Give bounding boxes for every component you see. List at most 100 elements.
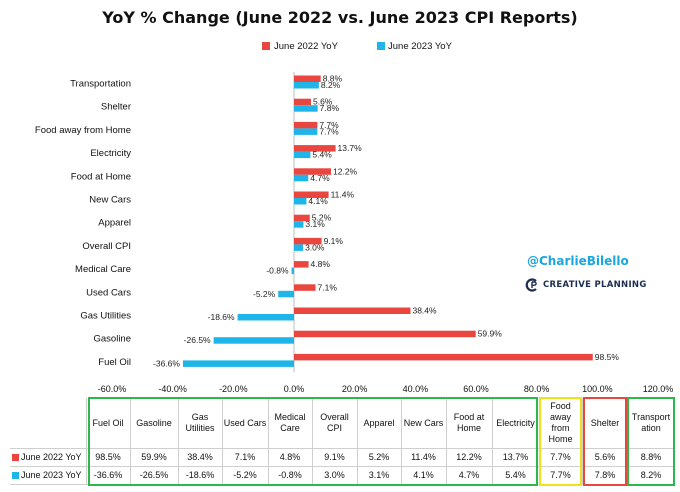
table-column-divider [268,398,269,484]
bar-chart: June 2022 YoY June 2023 YoY Transportation… [35,41,673,394]
table-row-label: June 2022 YoY [10,448,88,466]
category-label: Electricity [90,148,131,159]
bar [294,261,309,268]
category-label: Used Cars [86,287,131,298]
data-label: -0.8% [266,266,289,276]
table-cell: 4.8% [279,451,301,462]
bar [237,314,294,321]
table-column-divider [492,398,493,484]
table-cell: 9.1% [324,451,345,462]
bar [294,284,316,291]
table-cell: 11.4% [411,451,436,462]
table-row-divider [10,448,674,449]
bar [294,244,304,251]
category-label: Apparel [98,218,131,229]
legend-swatch-june-2022 [262,42,270,50]
data-label: -5.2% [253,289,276,299]
bar [294,75,321,82]
legend-label-june-2023: June 2023 YoY [388,41,453,52]
data-label: 8.2% [321,80,341,90]
bar [294,237,322,245]
bar [294,105,318,112]
bar [294,145,336,152]
table-row-divider [10,466,674,467]
data-label: 7.7% [319,126,339,136]
data-label: 4.7% [310,173,330,183]
table-cell: -26.5% [139,469,169,480]
table-header-cell: Medical Care [274,412,306,433]
brand-logo: CREATIVE PLANNING [525,278,647,292]
table-header-cell: New Cars [403,417,444,428]
table-header-cell: Electricity [496,417,535,428]
table-cell: 7.8% [594,469,616,480]
table-cell: 5.2% [368,451,390,462]
twitter-handle: @CharlieBilello [527,254,629,268]
legend-swatch-june-2023 [377,42,385,50]
table-cell: -18.6% [185,469,215,480]
x-tick-label: 80.0% [524,384,550,394]
table-cell: 3.0% [324,469,345,480]
table-cell: 98.5% [95,451,121,462]
x-tick-label: 20.0% [342,384,368,394]
category-label: Fuel Oil [98,357,131,368]
table-cell: -0.8% [278,469,302,480]
chart-title: YoY % Change (June 2022 vs. June 2023 CP… [102,8,578,27]
category-label: Food at Home [71,171,131,182]
data-label: -36.6% [153,358,180,368]
data-label: 5.4% [312,150,332,160]
bar [294,82,319,89]
category-label: Gasoline [94,334,132,345]
bar [294,214,310,222]
x-tick-label: -40.0% [158,384,187,394]
bar [213,337,294,344]
table-cell: 8.8% [640,451,662,462]
bar [294,128,318,135]
table-header-cell: Gasoline [136,417,172,428]
table-column-divider [401,398,402,484]
data-label: 5.2% [312,213,332,223]
data-label: 13.7% [338,143,363,153]
legend-label-june-2022: June 2022 YoY [274,41,339,52]
bar [294,353,593,361]
table-header-cell: Gas Utilities [185,412,215,433]
table-cell: -36.6% [93,469,123,480]
data-label: 4.1% [308,196,328,206]
bar [294,121,318,129]
table-header-cell: Shelter [590,417,620,428]
table-cell: 3.1% [368,469,390,480]
category-label: Shelter [101,102,131,113]
data-label: 5.6% [313,97,333,107]
data-label: 9.1% [324,236,344,246]
table-cell: -5.2% [233,469,257,480]
table-column-divider [86,398,87,484]
bar [294,191,329,198]
data-label: 7.8% [320,103,340,113]
table-header-cell: Fuel Oil [92,417,124,428]
data-label: 59.9% [478,329,503,339]
data-label: 4.8% [311,259,331,269]
table-cell: 5.6% [594,451,616,462]
table-cell: 13.7% [502,451,529,462]
bar [294,174,309,182]
data-label: 7.7% [319,120,339,130]
table-column-divider [357,398,358,484]
table-header-cell: Food away from Home [548,401,573,444]
x-tick-label: 100.0% [582,384,613,394]
table-cell: 7.7% [550,469,571,480]
bar [294,198,307,205]
bar [278,290,294,298]
x-tick-label: 40.0% [403,384,429,394]
brand-name: CREATIVE PLANNING [543,280,647,290]
bar [294,221,304,228]
data-label: 8.8% [323,74,343,84]
category-label: Food away from Home [35,125,131,136]
x-tick-label: -20.0% [219,384,248,394]
data-label: 7.1% [318,282,338,292]
table-column-divider [312,398,313,484]
table-cell: 7.7% [550,451,571,462]
category-label: Overall CPI [82,241,131,252]
table-row-label: June 2023 YoY [10,466,88,484]
highlight-box-green [88,397,538,486]
series-swatch [12,471,19,479]
data-label: -26.5% [184,335,211,345]
